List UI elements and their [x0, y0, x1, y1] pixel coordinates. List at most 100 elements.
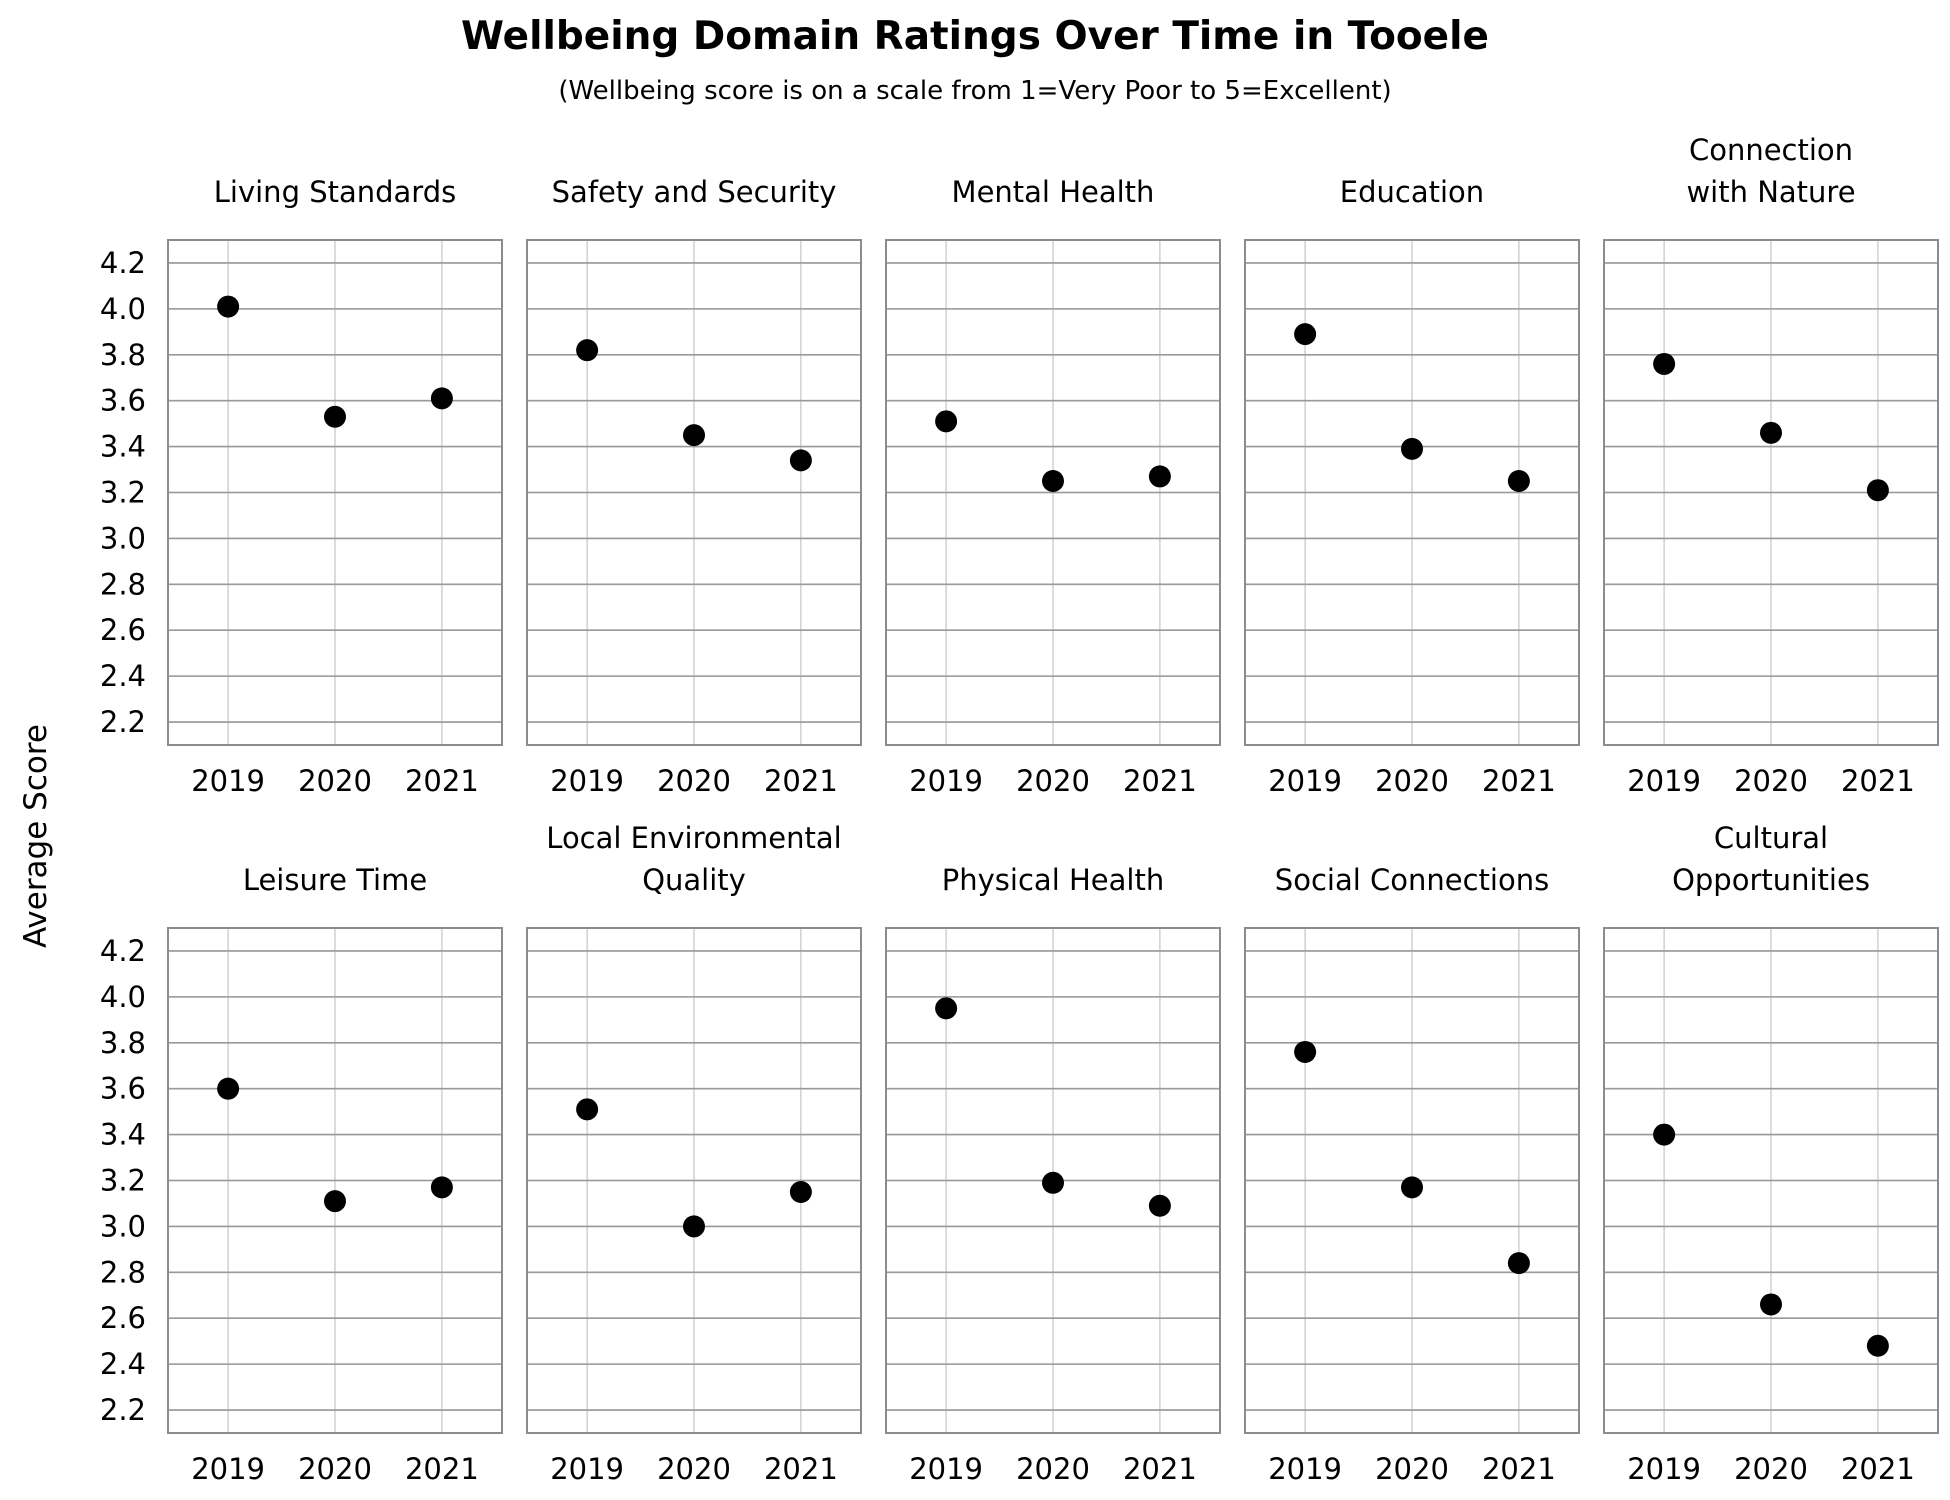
data-point: [935, 997, 958, 1020]
y-tick-label: 4.0: [100, 980, 146, 1014]
y-tick-label: 4.2: [100, 246, 146, 280]
panel-title: Social Connections: [1275, 863, 1549, 897]
panel-border: [1244, 239, 1580, 746]
panel-title: Mental Health: [952, 175, 1155, 209]
data-point: [789, 1180, 812, 1203]
x-tick-label: 2021: [1123, 764, 1197, 798]
data-point: [430, 1176, 453, 1199]
x-tick-label: 2021: [405, 764, 479, 798]
x-tick-label: 2019: [550, 1452, 624, 1486]
data-point: [683, 1215, 705, 1238]
panel: Social Connections 2019 2020 2021: [1244, 863, 1580, 1486]
panel: Safety and Security 2019 2020 2021: [526, 175, 862, 798]
data-point: [1760, 421, 1782, 444]
data-point: [1866, 479, 1889, 502]
x-tick-label: 2021: [405, 1452, 479, 1486]
panel-title: Living Standards: [214, 175, 456, 209]
y-tick-label: 3.8: [100, 1026, 146, 1060]
data-point: [324, 1190, 346, 1213]
data-point: [1294, 323, 1317, 346]
y-tick-label: 2.6: [100, 1301, 146, 1335]
y-tick-label: 3.4: [100, 430, 146, 464]
panel-border: [1244, 927, 1580, 1434]
data-point: [1148, 1194, 1171, 1217]
panel-title: Connection: [1689, 133, 1853, 167]
data-point: [935, 410, 958, 433]
y-tick-label: 3.6: [100, 384, 146, 418]
panel-title: Local Environmental: [546, 821, 841, 855]
x-tick-label: 2021: [1482, 1452, 1556, 1486]
data-point: [1401, 437, 1423, 460]
y-tick-label: 3.6: [100, 1072, 146, 1106]
y-tick-label: 2.6: [100, 613, 146, 647]
y-tick-label: 4.2: [100, 934, 146, 968]
data-point: [1507, 1252, 1530, 1275]
chart-subtitle: (Wellbeing score is on a scale from 1=Ve…: [558, 76, 1392, 106]
y-tick-label: 2.4: [100, 659, 146, 693]
x-tick-label: 2020: [1734, 1452, 1808, 1486]
panel-title: Education: [1340, 175, 1484, 209]
x-tick-label: 2020: [1016, 1452, 1090, 1486]
y-tick-label: 3.4: [100, 1118, 146, 1152]
y-tick-label: 3.0: [100, 521, 146, 555]
data-point: [217, 295, 240, 318]
panel: Cultural Opportunities 2019 2020 2021: [1603, 821, 1939, 1486]
y-tick-label: 3.2: [100, 476, 146, 510]
data-point: [217, 1077, 240, 1100]
y-tick-label: 2.8: [100, 567, 146, 601]
y-tick-label: 2.2: [100, 1393, 146, 1427]
data-point: [1507, 470, 1530, 493]
panel-border: [885, 927, 1221, 1434]
x-tick-label: 2021: [764, 1452, 838, 1486]
y-tick-label: 2.4: [100, 1347, 146, 1381]
x-tick-label: 2020: [1734, 764, 1808, 798]
x-tick-label: 2021: [764, 764, 838, 798]
x-tick-label: 2019: [909, 1452, 983, 1486]
x-tick-label: 2021: [1841, 1452, 1915, 1486]
x-tick-label: 2019: [1627, 1452, 1701, 1486]
x-tick-label: 2021: [1123, 1452, 1197, 1486]
panel-border: [1603, 239, 1939, 746]
data-point: [1653, 352, 1676, 375]
x-tick-label: 2020: [657, 1452, 731, 1486]
panel-title: Cultural: [1714, 821, 1828, 855]
y-tick-label: 2.2: [100, 705, 146, 739]
panel-border: [1603, 927, 1939, 1434]
x-tick-label: 2020: [1375, 764, 1449, 798]
data-point: [683, 424, 705, 447]
panel: Physical Health 2019 2020 2021: [885, 863, 1221, 1486]
y-tick-label: 4.0: [100, 292, 146, 326]
panel: Living Standards 2.2 2.4 2.6 2.8 3.0 3.2 3.4 3.6…: [100, 175, 503, 798]
data-point: [576, 339, 599, 362]
data-point: [1760, 1293, 1782, 1316]
x-tick-label: 2021: [1482, 764, 1556, 798]
data-point: [576, 1098, 599, 1121]
data-point: [1294, 1040, 1317, 1063]
panel: Leisure Time 2.2 2.4 2.6 2.8 3.0 3.2 3.4 3.6 3.8 4…: [100, 863, 503, 1486]
panel-title: Opportunities: [1672, 863, 1870, 897]
x-tick-label: 2020: [1375, 1452, 1449, 1486]
panel-title: Physical Health: [942, 863, 1164, 897]
x-tick-label: 2019: [191, 764, 265, 798]
x-tick-label: 2019: [1268, 1452, 1342, 1486]
panel: Education 2019 2020 2021: [1244, 175, 1580, 798]
data-point: [1042, 1171, 1064, 1194]
panel-title: Safety and Security: [552, 175, 837, 209]
y-tick-label: 3.0: [100, 1209, 146, 1243]
chart-title: Wellbeing Domain Ratings Over Time in To…: [461, 14, 1489, 59]
y-tick-label: 3.8: [100, 338, 146, 372]
x-tick-label: 2019: [1627, 764, 1701, 798]
data-point: [1148, 465, 1171, 488]
x-tick-label: 2019: [909, 764, 983, 798]
x-tick-label: 2020: [1016, 764, 1090, 798]
panel-title: Leisure Time: [243, 863, 427, 897]
panel: Connection with Nature 2019 2020 2021: [1603, 133, 1939, 798]
panel-border: [167, 239, 503, 746]
x-tick-label: 2021: [1841, 764, 1915, 798]
panel-title: Quality: [642, 863, 746, 897]
panel: Local Environmental Quality 2019 2020 2021: [526, 821, 862, 1486]
panel-title: with Nature: [1686, 175, 1855, 209]
data-point: [324, 405, 346, 428]
data-point: [1042, 470, 1064, 493]
